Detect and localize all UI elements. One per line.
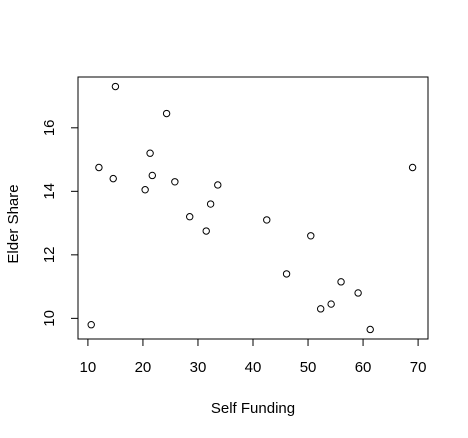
x-tick-label: 70 <box>410 359 427 376</box>
y-tick-label: 16 <box>41 119 58 136</box>
data-point <box>162 109 171 118</box>
data-point <box>316 305 325 313</box>
y-tick-label: 10 <box>41 310 58 327</box>
data-point <box>337 278 345 286</box>
x-tick-label: 40 <box>245 359 262 376</box>
x-tick-label: 30 <box>190 359 207 376</box>
data-point <box>354 289 362 297</box>
data-points <box>87 82 417 334</box>
x-axis: 10 20 30 40 50 60 70 <box>80 339 427 376</box>
y-axis: 10 12 14 16 <box>41 119 78 327</box>
data-point <box>307 232 315 240</box>
data-point <box>282 270 291 278</box>
data-point <box>263 216 271 224</box>
x-tick-label: 10 <box>80 359 97 376</box>
data-point <box>202 227 210 235</box>
x-tick-label: 20 <box>135 359 152 376</box>
data-point <box>186 213 194 221</box>
data-point <box>95 163 103 172</box>
y-tick-label: 14 <box>41 183 58 200</box>
data-point <box>327 300 335 308</box>
x-tick-label: 50 <box>300 359 317 376</box>
data-point <box>214 181 222 189</box>
data-point <box>141 186 149 194</box>
y-tick-label: 12 <box>41 246 58 263</box>
data-point <box>111 82 120 91</box>
data-point <box>146 149 154 157</box>
data-point <box>87 321 95 329</box>
plot-frame <box>77 76 429 340</box>
data-point <box>109 174 117 183</box>
data-point <box>366 325 374 334</box>
data-point <box>171 178 179 186</box>
x-tick-label: 60 <box>355 359 372 376</box>
x-axis-label: Self Funding <box>211 400 295 417</box>
data-point <box>408 163 417 172</box>
data-point <box>148 171 156 180</box>
y-axis-label: Elder Share <box>5 184 22 263</box>
data-point <box>206 200 215 208</box>
